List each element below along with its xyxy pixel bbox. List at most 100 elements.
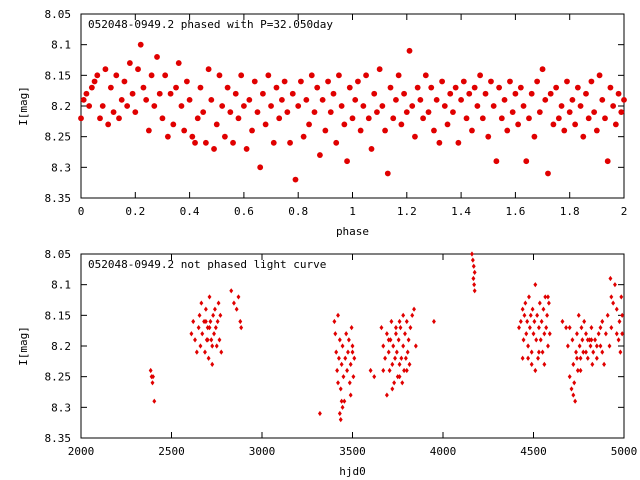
data-point [243, 146, 250, 152]
data-point [518, 318, 523, 325]
data-point [332, 318, 337, 325]
data-point [217, 337, 222, 343]
data-point [507, 78, 513, 85]
data-point [618, 109, 625, 116]
x-tick-label: 0.6 [234, 205, 254, 218]
data-point [537, 300, 542, 306]
data-point [580, 337, 585, 343]
data-point [472, 282, 477, 288]
data-point [116, 115, 122, 122]
data-point [99, 103, 106, 109]
data-point [292, 176, 299, 183]
data-point [402, 367, 407, 374]
data-point [439, 78, 445, 85]
data-point [216, 72, 223, 79]
data-point [384, 331, 389, 337]
data-point [330, 90, 337, 97]
data-point [365, 115, 372, 122]
data-point [118, 96, 125, 103]
data-point [148, 367, 153, 374]
data-point [608, 275, 613, 282]
data-point [565, 343, 570, 349]
y-tick-label: 8.1 [51, 39, 71, 52]
data-point [567, 325, 572, 331]
data-point [571, 392, 576, 398]
data-point [386, 337, 391, 343]
data-point [363, 72, 369, 79]
data-point [227, 109, 234, 116]
data-point [539, 318, 544, 325]
data-point [381, 367, 386, 374]
data-point [617, 318, 622, 325]
data-point [279, 96, 285, 103]
data-point [600, 318, 605, 325]
data-point [403, 331, 407, 337]
data-point [536, 109, 543, 116]
data-point [348, 392, 353, 398]
data-point [517, 325, 521, 331]
data-point [498, 115, 505, 122]
data-point [526, 343, 531, 349]
data-point [590, 361, 595, 367]
data-point [574, 349, 578, 355]
data-point [348, 361, 353, 367]
data-point [97, 115, 103, 122]
data-point [214, 343, 219, 349]
data-point [620, 331, 625, 337]
data-point [393, 96, 399, 103]
data-point [466, 90, 473, 97]
data-point [420, 115, 426, 122]
data-point [602, 115, 608, 122]
data-point [578, 367, 583, 374]
data-point [203, 306, 208, 312]
data-point [151, 103, 158, 109]
data-point [433, 96, 440, 103]
data-point [545, 170, 551, 177]
data-point [372, 374, 377, 380]
data-point [573, 398, 578, 404]
y-tick-label: 8.3 [51, 401, 71, 414]
data-point [452, 84, 459, 91]
data-point [604, 158, 611, 165]
y-tick-label: 8.25 [45, 371, 72, 384]
chart-title: 052048-0949.2 not phased light curve [88, 258, 326, 271]
data-point [413, 343, 418, 349]
data-point [314, 84, 321, 91]
data-point [121, 78, 128, 85]
data-point [585, 337, 590, 343]
unphased-light-curve-panel: 2000 2500 3000 3500 4000 4500 5000 8.05 8.1 8.15 8… [17, 248, 637, 478]
data-point [191, 318, 196, 325]
data-point [509, 109, 516, 116]
data-point [137, 41, 144, 48]
data-point [337, 337, 342, 343]
data-point [607, 84, 614, 91]
data-point [417, 96, 424, 103]
data-point [482, 90, 489, 97]
data-point [504, 127, 511, 134]
data-point [412, 133, 418, 140]
data-point [607, 343, 612, 349]
data-point [154, 54, 160, 60]
chart-title: 052048-0949.2 phased with P=32.050day [88, 18, 333, 31]
data-point [398, 121, 405, 128]
data-point [193, 337, 197, 343]
data-point [569, 96, 576, 103]
data-point [384, 392, 389, 398]
data-point [360, 103, 367, 109]
data-point [544, 325, 549, 331]
data-point [249, 127, 255, 134]
data-point [547, 90, 554, 97]
data-point [405, 349, 410, 355]
data-point [192, 139, 198, 146]
data-point [396, 337, 401, 343]
data-point [246, 96, 253, 103]
data-point [444, 121, 451, 128]
data-point [218, 312, 223, 318]
data-point [531, 331, 536, 337]
data-point [210, 361, 215, 367]
data-point [325, 78, 331, 85]
data-point [338, 103, 345, 109]
data-point [376, 66, 383, 73]
data-point [596, 331, 601, 337]
